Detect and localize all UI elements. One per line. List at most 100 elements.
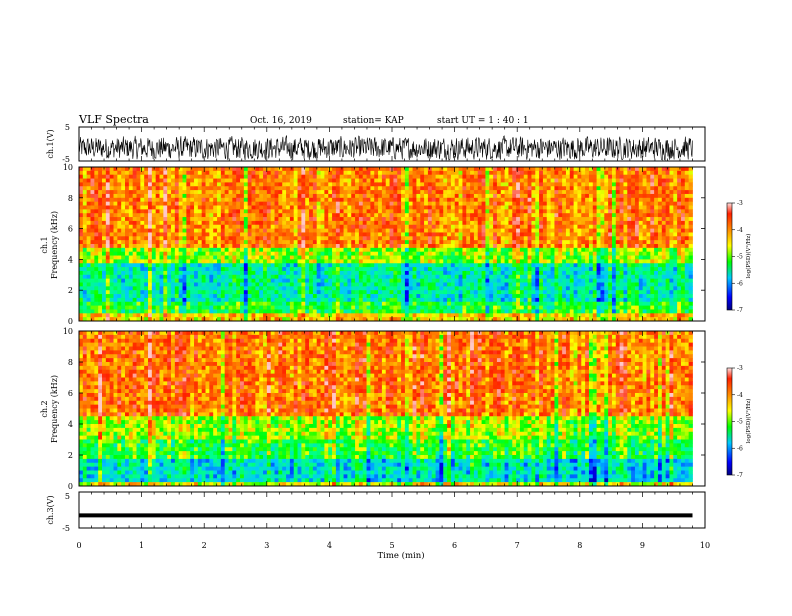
ch1-spectrogram-cell xyxy=(102,213,106,217)
ch1-spectrogram-cell xyxy=(117,171,121,175)
ch1-spectrogram-cell xyxy=(516,213,520,217)
ch1-spectrogram-cell xyxy=(286,209,290,213)
ch1-spectrogram-cell xyxy=(102,313,106,317)
ch1-spectrogram-cell xyxy=(163,198,167,202)
ch1-spectrogram-cell xyxy=(144,298,148,302)
ch1-spectrogram-cell xyxy=(152,283,156,287)
ch1-spectrogram-cell xyxy=(370,248,374,252)
ch1-spectrogram-cell xyxy=(137,186,141,190)
ch1-spectrogram-cell xyxy=(367,248,371,252)
ch1-spectrogram-cell xyxy=(286,175,290,179)
ch1-spectrogram-cell xyxy=(432,290,436,294)
ch1-spectrogram-cell xyxy=(252,248,256,252)
ch1-spectrogram-cell xyxy=(244,179,248,183)
ch1-spectrogram-cell xyxy=(229,309,233,313)
ch1-spectrogram-cell xyxy=(275,298,279,302)
ch1-spectrogram-cell xyxy=(436,182,440,186)
ch1-spectrogram-cell xyxy=(409,279,413,283)
ch1-spectrogram-cell xyxy=(359,298,363,302)
ch1-spectrogram-cell xyxy=(117,182,121,186)
ch1-spectrogram-cell xyxy=(98,213,102,217)
ch1-spectrogram-cell xyxy=(87,175,91,179)
ch1-spectrogram-cell xyxy=(186,298,190,302)
ch1-spectrogram-cell xyxy=(133,313,137,317)
ch1-spectrogram-cell xyxy=(508,217,512,221)
ch1-spectrogram-cell xyxy=(378,182,382,186)
ch1-spectrogram-cell xyxy=(309,179,313,183)
ch1-spectrogram-cell xyxy=(248,306,252,310)
ch1-spectrogram-cell xyxy=(110,186,114,190)
ch1-spectrogram-cell xyxy=(386,306,390,310)
ch1-spectrogram-cell xyxy=(524,179,528,183)
ch1-spectrogram-cell xyxy=(271,248,275,252)
ch1-spectrogram-cell xyxy=(160,225,164,229)
ch1-spectrogram-cell xyxy=(401,263,405,267)
ch1-spectrogram-cell xyxy=(413,236,417,240)
ch1-spectrogram-cell xyxy=(232,209,236,213)
ch1-spectrogram-cell xyxy=(129,294,133,298)
ch1-spectrogram-cell xyxy=(324,259,328,263)
ch1-spectrogram-cell xyxy=(309,175,313,179)
ch1-spectrogram-cell xyxy=(535,294,539,298)
ch1-spectrogram-cell xyxy=(301,221,305,225)
ch1-spectrogram-cell xyxy=(528,229,532,233)
ch1-spectrogram-cell xyxy=(290,267,294,271)
ch1-spectrogram-cell xyxy=(340,283,344,287)
ch1-spectrogram-cell xyxy=(167,290,171,294)
ch1-spectrogram-cell xyxy=(539,252,543,256)
ch1-spectrogram-cell xyxy=(194,279,198,283)
ch1-spectrogram-cell xyxy=(202,194,206,198)
ch1-spectrogram-cell xyxy=(409,202,413,206)
ch1-spectrogram-cell xyxy=(175,221,179,225)
ch1-spectrogram-cell xyxy=(305,202,309,206)
ch1-spectrogram-cell xyxy=(462,179,466,183)
ch1-spectrogram-cell xyxy=(244,232,248,236)
ch1-spectrogram-cell xyxy=(152,294,156,298)
ch1-spectrogram-cell xyxy=(340,279,344,283)
ch1-spectrogram-cell xyxy=(443,221,447,225)
ch1-spectrogram-cell xyxy=(148,248,152,252)
ch1-spectrogram-cell xyxy=(347,194,351,198)
ch1-spectrogram-cell xyxy=(355,209,359,213)
ch1-spectrogram-cell xyxy=(470,263,474,267)
ch1-spectrogram-cell xyxy=(171,232,175,236)
ch1-spectrogram-cell xyxy=(386,279,390,283)
ch1-spectrogram-cell xyxy=(485,286,489,290)
ch1-spectrogram-cell xyxy=(202,240,206,244)
ch1-spectrogram-cell xyxy=(156,182,160,186)
ch1-spectrogram-cell xyxy=(133,186,137,190)
ch1-spectrogram-cell xyxy=(443,252,447,256)
ch1-spectrogram-cell xyxy=(478,190,482,194)
ch1-spectrogram-cell xyxy=(121,213,125,217)
ch1-spectrogram-cell xyxy=(202,221,206,225)
ch1-spectrogram-cell xyxy=(393,271,397,275)
ch1-spectrogram-cell xyxy=(344,279,348,283)
ch1-spectrogram-cell xyxy=(225,179,229,183)
ch1-spectrogram-cell xyxy=(347,175,351,179)
ch1-spectrogram-cell xyxy=(278,236,282,240)
ch1-spectrogram-cell xyxy=(386,283,390,287)
ch1-spectrogram-cell xyxy=(255,256,259,260)
ch1-spectrogram-cell xyxy=(217,294,221,298)
ch1-spectrogram-cell xyxy=(332,263,336,267)
ch1-spectrogram-cell xyxy=(451,175,455,179)
ch1-spectrogram-cell xyxy=(547,171,551,175)
ch1-spectrogram-cell xyxy=(232,225,236,229)
ch1-spectrogram-cell xyxy=(125,302,129,306)
ch1-spectrogram-cell xyxy=(382,202,386,206)
ch1-spectrogram-cell xyxy=(470,267,474,271)
ch1-spectrogram-cell xyxy=(382,267,386,271)
ch1-spectrogram-cell xyxy=(144,221,148,225)
ch1-spectrogram-cell xyxy=(213,202,217,206)
ch1-spectrogram-cell xyxy=(363,225,367,229)
ch1-spectrogram-cell xyxy=(516,194,520,198)
ch1-spectrogram-cell xyxy=(221,167,225,171)
ch1-spectrogram-cell xyxy=(209,313,213,317)
ch1-spectrogram-cell xyxy=(535,198,539,202)
ch1-spectrogram-cell xyxy=(497,298,501,302)
ch1-spectrogram-cell xyxy=(171,298,175,302)
ch1-spectrogram-cell xyxy=(209,213,213,217)
ch1-spectrogram-cell xyxy=(378,248,382,252)
ch1-spectrogram-cell xyxy=(482,198,486,202)
ch1-spectrogram-cell xyxy=(351,175,355,179)
